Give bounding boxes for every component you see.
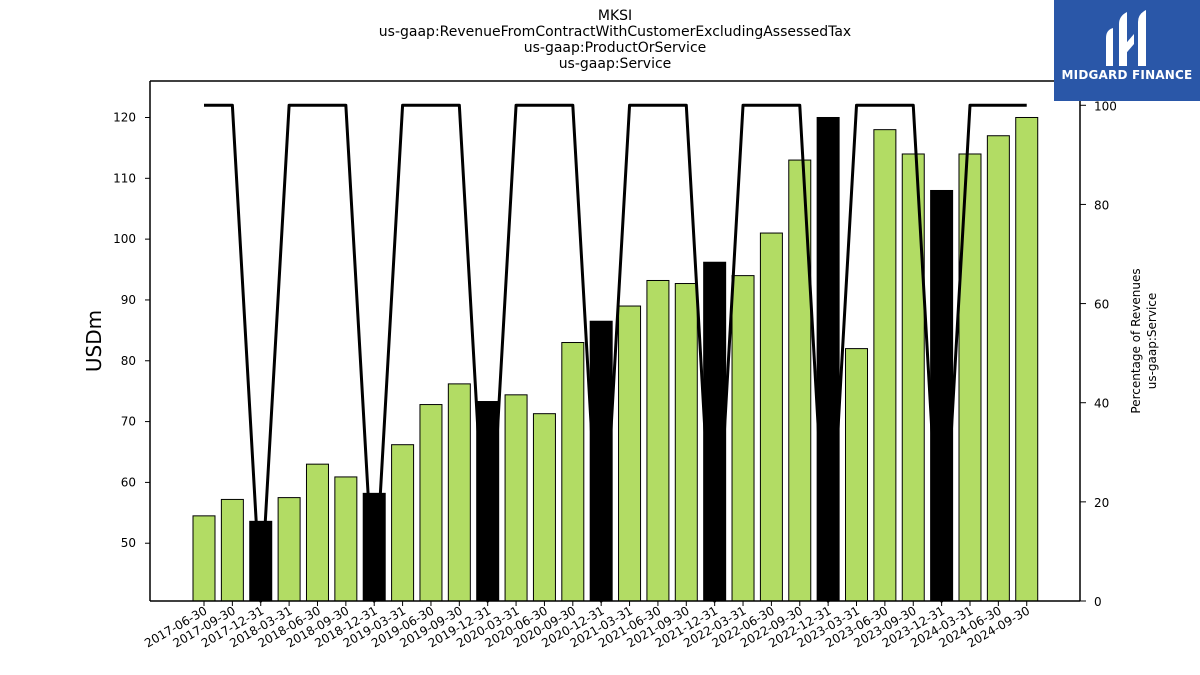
y-tick-label: 100 xyxy=(113,232,136,246)
bar xyxy=(873,129,897,602)
line-series xyxy=(204,103,1027,603)
bar-series xyxy=(192,116,1039,602)
bar xyxy=(816,116,840,602)
chart-title: MKSIus-gaap:RevenueFromContractWithCusto… xyxy=(379,8,851,72)
bar xyxy=(277,497,301,602)
bar xyxy=(618,305,642,602)
bar xyxy=(192,515,216,602)
y2-axis-label-line: us-gaap:Service xyxy=(1145,293,1159,390)
bar xyxy=(845,348,869,602)
midgard-logo-icon xyxy=(1106,10,1146,66)
brand-logo: MIDGARD FINANCE xyxy=(1054,0,1200,101)
bar xyxy=(986,135,1010,602)
y2-tick-label: 80 xyxy=(1094,198,1109,212)
y2-tick-label: 0 xyxy=(1094,595,1102,609)
y-tick-label: 90 xyxy=(121,293,136,307)
y-axis-label: USDm xyxy=(82,310,106,372)
y2-tick-label: 40 xyxy=(1094,397,1109,411)
y-tick-label: 80 xyxy=(121,354,136,368)
bar xyxy=(703,261,727,602)
service-percentage-line xyxy=(204,103,1027,603)
bar xyxy=(419,404,443,602)
y2-tick-label: 60 xyxy=(1094,298,1109,312)
y-tick-label: 120 xyxy=(113,110,136,124)
bar xyxy=(759,232,783,602)
y2-tick-label: 100 xyxy=(1094,99,1117,113)
x-axis-ticks: 2017-06-302017-09-302017-12-312018-03-31… xyxy=(142,601,1032,650)
chart-title-line: us-gaap:Service xyxy=(559,56,672,72)
bar xyxy=(476,401,500,602)
bar xyxy=(646,279,670,602)
bar xyxy=(447,383,471,602)
bar xyxy=(220,498,244,602)
bar xyxy=(334,476,358,602)
y-tick-label: 60 xyxy=(121,475,136,489)
bar xyxy=(532,413,556,602)
bar xyxy=(674,283,698,602)
y-axis-right-ticks: 0 20 40 60 80 100 xyxy=(1080,99,1117,609)
bar xyxy=(1015,116,1039,602)
bar xyxy=(930,189,954,602)
axes xyxy=(149,80,1081,602)
chart-title-line: MKSI xyxy=(598,8,632,24)
y2-axis-label-line: Percentage of Revenues xyxy=(1129,268,1143,413)
chart-title-line: us-gaap:ProductOrService xyxy=(524,40,707,56)
y2-tick-label: 20 xyxy=(1094,496,1109,510)
bar xyxy=(305,463,329,602)
bar xyxy=(391,444,415,602)
y-tick-label: 50 xyxy=(121,536,136,550)
y-axis-left-ticks: 50 60 70 80 90 100 110 120 xyxy=(113,110,150,550)
bar xyxy=(731,275,755,602)
bar xyxy=(561,342,585,602)
chart-title-line: us-gaap:RevenueFromContractWithCustomerE… xyxy=(379,24,851,40)
bar xyxy=(504,394,528,602)
y-tick-label: 110 xyxy=(113,171,136,185)
logo-text: MIDGARD FINANCE xyxy=(1061,68,1193,82)
y2-axis-label: Percentage of Revenues us-gaap:Service xyxy=(1129,268,1159,413)
y-tick-label: 70 xyxy=(121,415,136,429)
